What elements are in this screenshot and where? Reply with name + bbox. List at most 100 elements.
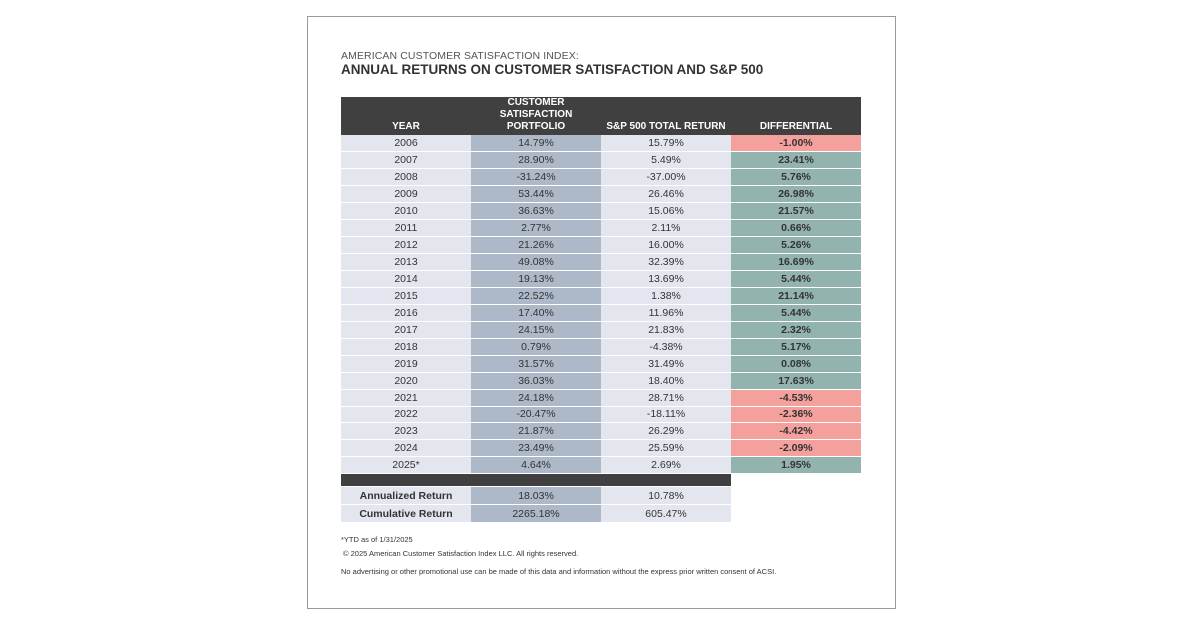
table-row: 2023 21.87% 26.29% -4.42% xyxy=(341,422,861,441)
header-year: YEAR xyxy=(341,97,471,135)
differential-cell: 5.44% xyxy=(731,304,861,322)
sp500-cell: -4.38% xyxy=(601,338,731,356)
chart-title: ANNUAL RETURNS ON CUSTOMER SATISFACTION … xyxy=(341,62,764,77)
sp500-cell: 13.69% xyxy=(601,270,731,288)
differential-cell: 2.32% xyxy=(731,321,861,339)
differential-cell: 26.98% xyxy=(731,185,861,204)
sp500-cell: 26.29% xyxy=(601,422,731,441)
divider-bar xyxy=(341,473,861,488)
footnote-disclaimer: No advertising or other promotional use … xyxy=(341,567,777,576)
sp500-cell: 10.78% xyxy=(601,486,731,506)
portfolio-cell: -20.47% xyxy=(471,406,601,424)
table-row: 2007 28.90% 5.49% 23.41% xyxy=(341,151,861,170)
portfolio-cell: 22.52% xyxy=(471,287,601,305)
year-cell: 2018 xyxy=(341,338,471,356)
table-row: 2020 36.03% 18.40% 17.63% xyxy=(341,372,861,390)
differential-cell: -2.09% xyxy=(731,439,861,458)
table-row: 2009 53.44% 26.46% 26.98% xyxy=(341,185,861,204)
differential-cell: -2.36% xyxy=(731,406,861,424)
sp500-cell: 18.40% xyxy=(601,372,731,390)
year-cell: 2013 xyxy=(341,253,471,271)
sp500-cell: -37.00% xyxy=(601,168,731,187)
footnote-copyright: © 2025 American Customer Satisfaction In… xyxy=(343,549,579,558)
year-cell: 2020 xyxy=(341,372,471,390)
table-row: 2021 24.18% 28.71% -4.53% xyxy=(341,389,861,407)
portfolio-cell: 49.08% xyxy=(471,253,601,271)
differential-cell: -1.00% xyxy=(731,135,861,153)
portfolio-cell: 36.63% xyxy=(471,202,601,221)
blank-cell xyxy=(731,473,861,488)
footnote-ytd: *YTD as of 1/31/2025 xyxy=(341,535,413,544)
year-cell: 2009 xyxy=(341,185,471,204)
summary-row: Annualized Return 18.03% 10.78% xyxy=(341,486,861,506)
table-row: 2013 49.08% 32.39% 16.69% xyxy=(341,253,861,271)
summary-label: Annualized Return xyxy=(341,486,471,506)
differential-cell: 0.08% xyxy=(731,355,861,373)
sp500-cell: 15.06% xyxy=(601,202,731,221)
table-row: 2024 23.49% 25.59% -2.09% xyxy=(341,439,861,458)
divider xyxy=(341,473,731,488)
year-cell: 2015 xyxy=(341,287,471,305)
year-cell: 2008 xyxy=(341,168,471,187)
differential-cell: 21.57% xyxy=(731,202,861,221)
figure-frame xyxy=(307,16,896,609)
table-row: 2018 0.79% -4.38% 5.17% xyxy=(341,338,861,356)
year-cell: 2007 xyxy=(341,151,471,170)
header-portfolio: CUSTOMER SATISFACTION PORTFOLIO xyxy=(471,97,601,135)
sp500-cell: 1.38% xyxy=(601,287,731,305)
portfolio-cell: 24.18% xyxy=(471,389,601,407)
returns-table: YEAR CUSTOMER SATISFACTION PORTFOLIO S&P… xyxy=(341,97,861,524)
portfolio-cell: 53.44% xyxy=(471,185,601,204)
portfolio-cell: 31.57% xyxy=(471,355,601,373)
table-row: 2017 24.15% 21.83% 2.32% xyxy=(341,321,861,339)
header-differential: DIFFERENTIAL xyxy=(731,97,861,135)
year-cell: 2025* xyxy=(341,456,471,475)
portfolio-cell: 2.77% xyxy=(471,219,601,238)
year-cell: 2022 xyxy=(341,406,471,424)
summary-label: Cumulative Return xyxy=(341,504,471,524)
blank-cell xyxy=(731,486,861,505)
portfolio-cell: 36.03% xyxy=(471,372,601,390)
table-row: 2016 17.40% 11.96% 5.44% xyxy=(341,304,861,322)
sp500-cell: 21.83% xyxy=(601,321,731,339)
differential-cell: 5.26% xyxy=(731,236,861,255)
portfolio-cell: 14.79% xyxy=(471,135,601,153)
differential-cell: 21.14% xyxy=(731,287,861,305)
year-cell: 2006 xyxy=(341,135,471,153)
differential-cell: 5.17% xyxy=(731,338,861,356)
table-row: 2019 31.57% 31.49% 0.08% xyxy=(341,355,861,373)
header-sp500: S&P 500 TOTAL RETURN xyxy=(601,97,731,135)
sp500-cell: 5.49% xyxy=(601,151,731,170)
differential-cell: 17.63% xyxy=(731,372,861,390)
portfolio-cell: 24.15% xyxy=(471,321,601,339)
table-row: 2014 19.13% 13.69% 5.44% xyxy=(341,270,861,288)
sp500-cell: 605.47% xyxy=(601,504,731,524)
sp500-cell: 32.39% xyxy=(601,253,731,271)
portfolio-cell: 21.26% xyxy=(471,236,601,255)
sp500-cell: 25.59% xyxy=(601,439,731,458)
differential-cell: 5.44% xyxy=(731,270,861,288)
differential-cell: 1.95% xyxy=(731,456,861,475)
year-cell: 2016 xyxy=(341,304,471,322)
table-row: 2006 14.79% 15.79% -1.00% xyxy=(341,135,861,153)
sp500-cell: 15.79% xyxy=(601,135,731,153)
portfolio-cell: 19.13% xyxy=(471,270,601,288)
year-cell: 2010 xyxy=(341,202,471,221)
table-row: 2011 2.77% 2.11% 0.66% xyxy=(341,219,861,238)
portfolio-cell: 18.03% xyxy=(471,486,601,506)
sp500-cell: 16.00% xyxy=(601,236,731,255)
year-cell: 2017 xyxy=(341,321,471,339)
portfolio-cell: 21.87% xyxy=(471,422,601,441)
table-row: 2015 22.52% 1.38% 21.14% xyxy=(341,287,861,305)
year-cell: 2011 xyxy=(341,219,471,238)
portfolio-cell: 0.79% xyxy=(471,338,601,356)
year-cell: 2012 xyxy=(341,236,471,255)
year-cell: 2024 xyxy=(341,439,471,458)
differential-cell: 5.76% xyxy=(731,168,861,187)
year-cell: 2019 xyxy=(341,355,471,373)
year-cell: 2014 xyxy=(341,270,471,288)
portfolio-cell: 28.90% xyxy=(471,151,601,170)
differential-cell: 23.41% xyxy=(731,151,861,170)
blank-cell xyxy=(731,504,861,523)
portfolio-cell: -31.24% xyxy=(471,168,601,187)
